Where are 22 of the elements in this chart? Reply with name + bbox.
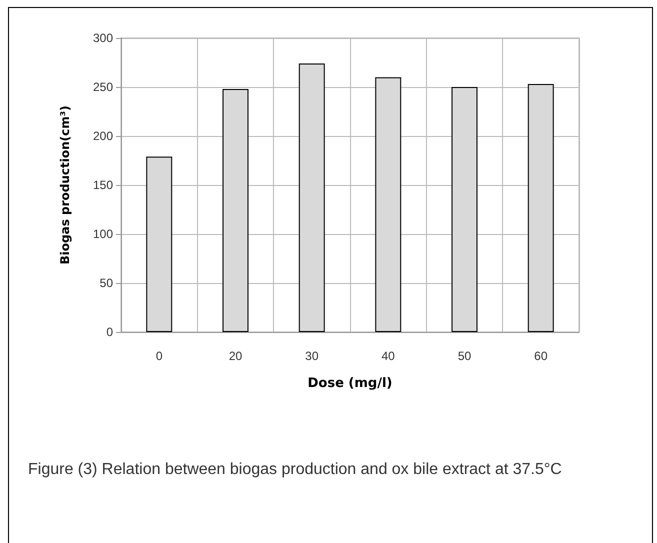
x-tick-label: 40 bbox=[381, 349, 396, 363]
x-tick-label: 20 bbox=[228, 349, 242, 363]
x-tick-label: 0 bbox=[156, 349, 163, 363]
y-axis-title: Biogas production(cm³) bbox=[58, 106, 72, 264]
bar bbox=[528, 84, 554, 332]
x-tick-label: 30 bbox=[305, 349, 319, 363]
y-tick-label: 250 bbox=[92, 80, 114, 94]
y-tick-label: 0 bbox=[106, 325, 114, 339]
bar bbox=[298, 63, 325, 332]
y-tick-label: 300 bbox=[92, 31, 114, 45]
y-tick-label: 150 bbox=[92, 178, 114, 192]
bar bbox=[146, 156, 172, 332]
bar bbox=[222, 88, 248, 332]
x-tick-label: 50 bbox=[458, 349, 472, 363]
x-axis-title: Dose (mg/l) bbox=[308, 376, 392, 391]
y-tick-label: 200 bbox=[92, 129, 114, 143]
y-tick-label: 100 bbox=[92, 227, 114, 241]
bar bbox=[452, 87, 478, 332]
text: Figure (3) Relation between biogas production and ox bile extract at 37.5°C bbox=[28, 460, 563, 480]
y-tick-label: 50 bbox=[100, 276, 114, 290]
bar bbox=[375, 77, 402, 332]
x-tick-label: 60 bbox=[534, 349, 548, 363]
